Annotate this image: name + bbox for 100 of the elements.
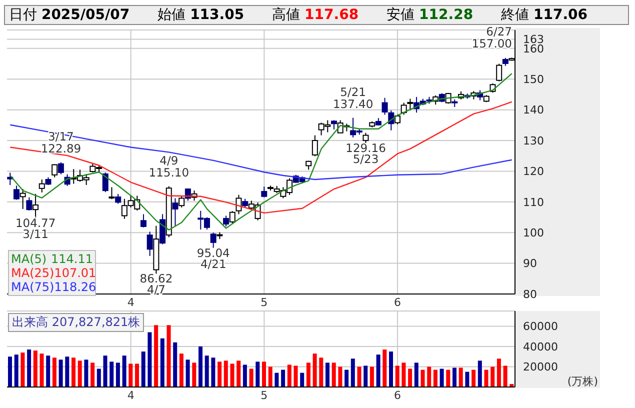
y-tick-label: 20000 bbox=[523, 360, 558, 374]
bar bbox=[338, 366, 342, 387]
bar bbox=[122, 356, 126, 387]
bar bbox=[173, 342, 178, 387]
bar bbox=[408, 368, 412, 387]
candlestick bbox=[312, 134, 318, 157]
bar bbox=[274, 372, 279, 387]
bar bbox=[110, 362, 114, 387]
candlestick bbox=[382, 97, 388, 116]
bar bbox=[128, 364, 133, 387]
y-tick-label: 90 bbox=[523, 257, 537, 270]
bar bbox=[350, 358, 355, 387]
text: 安値 112.28 bbox=[386, 6, 474, 24]
bar bbox=[319, 358, 324, 387]
bar bbox=[465, 372, 470, 387]
candlestick bbox=[236, 194, 242, 215]
text: 始値 113.05 bbox=[158, 6, 244, 24]
annotation: 5/21 137.40 bbox=[332, 84, 374, 111]
bar bbox=[211, 358, 216, 387]
candlestick bbox=[20, 188, 26, 210]
annotation: 107.01 bbox=[54, 266, 96, 280]
bar bbox=[256, 362, 260, 387]
bar bbox=[242, 364, 247, 387]
candlestick bbox=[362, 132, 369, 144]
candlestick bbox=[115, 193, 122, 204]
bar bbox=[46, 356, 50, 387]
bar bbox=[20, 352, 25, 387]
candlestick bbox=[32, 193, 39, 218]
bar bbox=[452, 368, 456, 387]
bar bbox=[27, 350, 32, 387]
bar bbox=[160, 338, 164, 387]
candlestick bbox=[146, 231, 153, 256]
candlestick bbox=[407, 98, 414, 111]
annotation: 129.16 5/23 bbox=[346, 141, 386, 166]
bar bbox=[65, 356, 70, 387]
y-tick-label: 40000 bbox=[523, 340, 558, 354]
bar bbox=[281, 370, 286, 387]
bar bbox=[287, 364, 292, 387]
y-tick-label: 80 bbox=[523, 288, 537, 301]
bar bbox=[218, 362, 222, 387]
bar bbox=[326, 362, 330, 387]
x-tick-label: 4 bbox=[127, 389, 134, 402]
y-axis-title: (万株) bbox=[567, 375, 598, 388]
bar bbox=[90, 362, 95, 387]
bar bbox=[230, 364, 234, 387]
bar bbox=[192, 362, 196, 387]
annotation: 3/17 122.89 bbox=[40, 129, 82, 156]
bar bbox=[389, 352, 393, 387]
annotation: 118.26 bbox=[54, 280, 96, 294]
bar bbox=[236, 360, 241, 387]
bar bbox=[198, 346, 202, 387]
annotation: 95.04 4/21 bbox=[196, 246, 230, 271]
candlestick bbox=[210, 232, 216, 248]
bar bbox=[148, 332, 152, 387]
annotation: 114.11 bbox=[51, 252, 93, 266]
bar bbox=[382, 350, 387, 387]
bar bbox=[14, 354, 18, 387]
text: MA(25) bbox=[11, 266, 54, 280]
bar bbox=[427, 366, 432, 387]
candlestick bbox=[178, 195, 185, 208]
candlestick bbox=[38, 179, 45, 193]
x-tick-label: 4 bbox=[127, 296, 134, 309]
bar bbox=[478, 360, 482, 387]
candlestick bbox=[172, 198, 178, 226]
bar bbox=[78, 360, 82, 387]
annotation: 4/9 115.10 bbox=[148, 153, 190, 180]
annotation: 104.77 3/11 bbox=[15, 216, 56, 241]
y-tick-label: 110 bbox=[523, 196, 544, 209]
candlestick bbox=[394, 114, 400, 125]
y-tick-label: 100 bbox=[523, 226, 544, 240]
bar bbox=[72, 358, 76, 387]
bar bbox=[249, 368, 254, 387]
candlestick bbox=[140, 214, 146, 228]
chart-title: 出来高 207,827,821株 bbox=[8, 313, 144, 332]
candlestick bbox=[223, 215, 230, 227]
bar bbox=[376, 354, 380, 387]
bar bbox=[262, 362, 266, 387]
candlestick bbox=[13, 185, 20, 200]
bar bbox=[472, 370, 476, 387]
bar bbox=[52, 358, 56, 387]
bar bbox=[224, 360, 228, 387]
text: 高値 117.68 bbox=[272, 6, 359, 24]
bar bbox=[268, 366, 272, 387]
bar bbox=[496, 358, 501, 387]
bar bbox=[306, 362, 310, 387]
y-tick-label: 130 bbox=[523, 134, 544, 148]
candlestick bbox=[229, 210, 236, 224]
bar bbox=[344, 370, 349, 387]
x-tick-label: 5 bbox=[260, 389, 268, 402]
bar bbox=[490, 366, 495, 387]
candlestick bbox=[400, 102, 407, 116]
candlestick bbox=[160, 214, 166, 245]
bar bbox=[395, 366, 400, 387]
x-tick-label: 5 bbox=[260, 296, 268, 309]
bar bbox=[166, 325, 171, 387]
y-tick-label: 60000 bbox=[523, 320, 558, 334]
y-tick-label: 150 bbox=[523, 73, 544, 86]
line-series bbox=[10, 101, 512, 214]
x-tick-label: 6 bbox=[394, 296, 402, 309]
y-tick-label: 140 bbox=[523, 104, 544, 117]
